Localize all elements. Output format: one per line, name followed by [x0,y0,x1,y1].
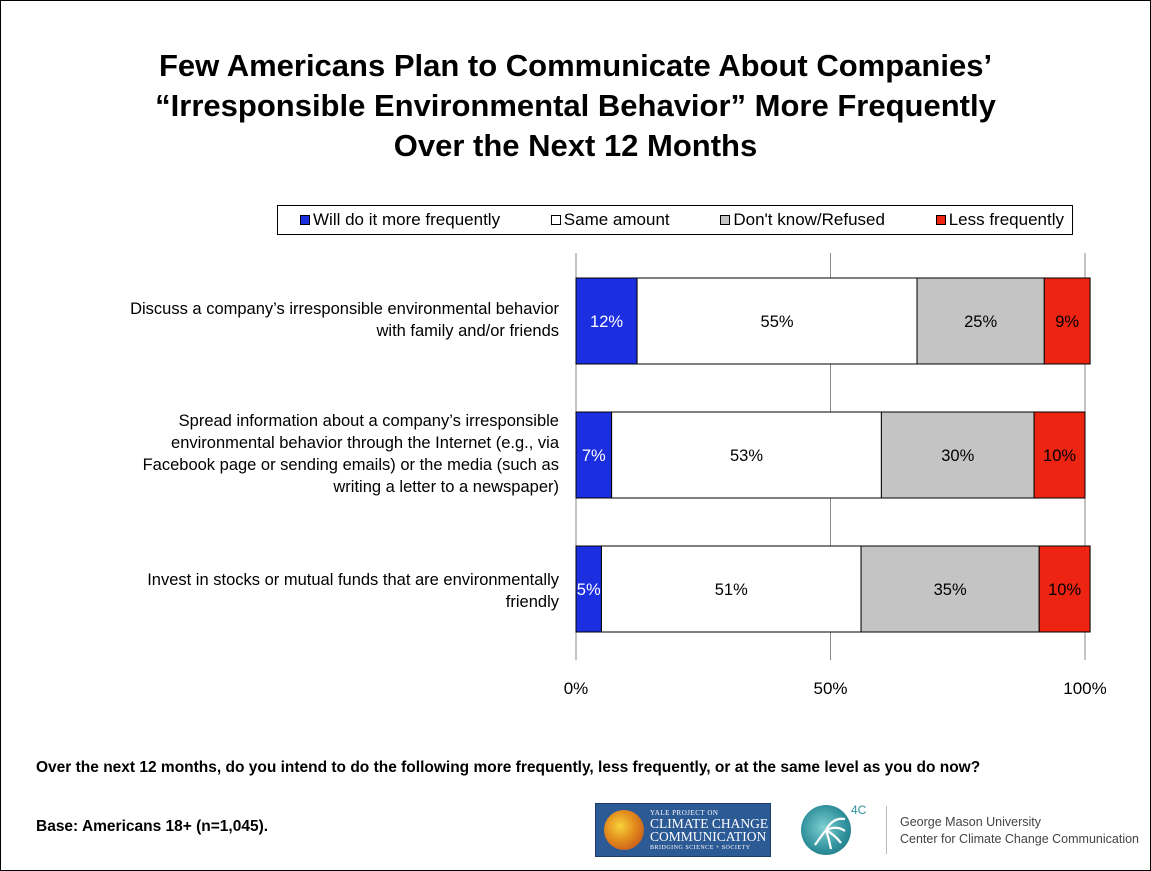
bar-segment [600,545,862,633]
category-label-2: Spread information about a company’s irr… [19,410,559,498]
category-label-1-line: Discuss a company’s irresponsible enviro… [130,300,559,318]
category-label-3-line: Invest in stocks or mutual funds that ar… [147,571,559,589]
bar-segment [611,411,882,499]
bar-segment [636,277,918,365]
data-label: 12% [590,313,623,331]
swirl-icon [801,805,851,855]
category-label-2-line: Facebook page or sending emails) or the … [142,456,559,474]
data-label: 25% [964,313,997,331]
legend-label-dk: Don't know/Refused [733,210,885,229]
data-label: 30% [941,447,974,465]
title-line-2: “Irresponsible Environmental Behavior” M… [155,88,996,123]
legend-item-less: Less frequently [935,210,1064,230]
bar-segment [916,277,1045,365]
survey-question: Over the next 12 months, do you intend t… [36,759,981,776]
yale-logo-text: CLIMATE CHANGE COMMUNICATION [650,816,769,844]
x-tick-label: 0% [564,679,589,698]
yale-logo-line-2: COMMUNICATION [650,829,767,844]
category-label-2-line: Spread information about a company’s irr… [178,412,559,430]
globe-icon [604,810,644,850]
category-label-3: Invest in stocks or mutual funds that ar… [19,569,559,613]
title-line-3: Over the Next 12 Months [393,128,758,163]
legend-label-more: Will do it more frequently [313,210,501,229]
gmu-line-2: Center for Climate Change Communication [900,832,1139,846]
x-tick-label: 100% [1063,679,1106,698]
legend: Will do it more frequently Same amount D… [277,205,1073,235]
legend-swatch-same [550,215,561,225]
4c-logo-text: 4C [851,803,867,817]
legend-swatch-less [935,215,946,225]
category-label-3-line: friendly [505,593,559,611]
data-label: 9% [1055,313,1079,331]
bar-segment [880,411,1035,499]
legend-swatch-dk [720,215,731,225]
data-label: 5% [577,581,601,599]
title-line-1: Few Americans Plan to Communicate About … [158,48,993,83]
gmu-line-1: George Mason University [900,815,1042,829]
data-label: 53% [730,447,763,465]
category-label-2-line: writing a letter to a newspaper) [333,478,559,496]
data-label: 10% [1043,447,1076,465]
gmu-logo-text: George Mason University Center for Clima… [900,814,1139,848]
x-tick-label: 50% [813,679,847,698]
data-label: 55% [761,313,794,331]
data-label: 51% [715,581,748,599]
legend-label-less: Less frequently [948,210,1064,229]
category-label-1-line: with family and/or friends [376,322,560,340]
legend-item-same: Same amount [550,210,670,230]
bar-segment [575,411,613,499]
data-label: 35% [934,581,967,599]
4c-logo: 4C [797,803,866,857]
chart-title: Few Americans Plan to Communicate About … [0,46,1151,166]
bar-segment [1038,545,1091,633]
yale-climate-logo: YALE PROJECT ON CLIMATE CHANGE COMMUNICA… [595,803,771,857]
legend-label-same: Same amount [563,210,670,229]
bar-segment [1033,411,1086,499]
bar-segment [1043,277,1091,365]
logo-divider [886,806,887,854]
bar-segment [575,545,602,633]
data-label: 7% [582,447,606,465]
bar-segment [860,545,1040,633]
category-label-1: Discuss a company’s irresponsible enviro… [19,298,559,342]
legend-item-more: Will do it more frequently [300,210,500,230]
yale-logo-line-1: CLIMATE CHANGE [650,816,769,831]
data-label: 10% [1048,581,1081,599]
legend-item-dk: Don't know/Refused [720,210,885,230]
yale-logo-tagline: BRIDGING SCIENCE + SOCIETY [650,845,751,851]
survey-base: Base: Americans 18+ (n=1,045). [36,818,269,835]
category-label-2-line: environmental behavior through the Inter… [171,434,559,452]
bar-segment [575,277,638,365]
legend-swatch-more [300,215,310,225]
yale-logo-small-text: YALE PROJECT ON [650,809,719,817]
